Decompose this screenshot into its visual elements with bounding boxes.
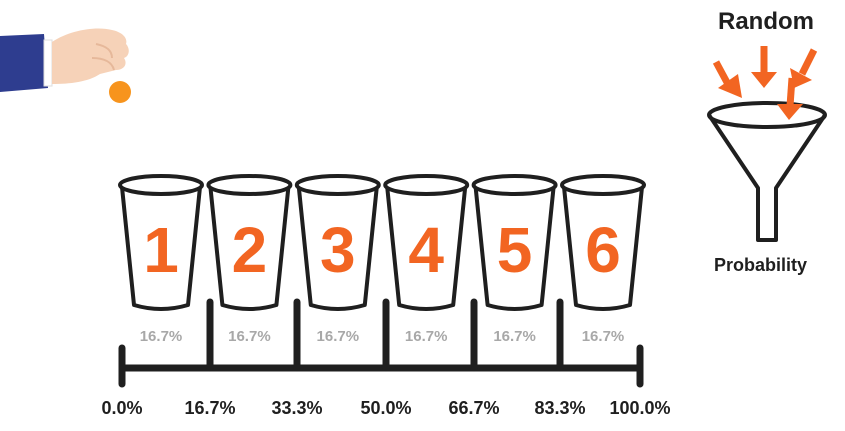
funnel-caption: Probability <box>714 255 808 275</box>
cup-number: 6 <box>585 214 621 286</box>
scale-label: 16.7% <box>184 398 235 418</box>
cup-number: 2 <box>232 214 268 286</box>
cup-rim <box>383 174 470 196</box>
hand-icon <box>0 28 129 92</box>
scale-label: 66.7% <box>448 398 499 418</box>
cup-body <box>120 186 202 311</box>
cup-percent: 16.7% <box>228 328 271 345</box>
cups-row: 1 16.7% 2 16.7% 3 16.7% 4 16.7% 5 16.7% 6 16.7% <box>118 174 646 345</box>
cup-body <box>385 186 468 311</box>
cup-percent: 16.7% <box>317 328 360 345</box>
funnel-title: Random <box>718 8 814 35</box>
scale-label: 50.0% <box>360 398 411 418</box>
cup-rim <box>471 174 558 196</box>
cup-rim <box>206 174 293 196</box>
cup-number: 3 <box>320 214 356 286</box>
cup-percent: 16.7% <box>405 328 448 345</box>
cup-percent: 16.7% <box>140 328 183 345</box>
cup-percent: 16.7% <box>582 328 625 345</box>
probability-scale: 0.0% 16.7% 33.3% 50.0% 66.7% 83.3% 100.0% <box>101 298 671 418</box>
cup-rim <box>560 174 646 196</box>
cup-body <box>473 186 556 311</box>
cup-body <box>562 186 644 311</box>
cup-body <box>208 186 291 311</box>
scale-label: 83.3% <box>534 398 585 418</box>
scale-label: 100.0% <box>609 398 670 418</box>
cup-4: 4 16.7% <box>383 174 470 345</box>
cup-2: 2 16.7% <box>206 174 293 345</box>
arrow-icon <box>712 60 742 98</box>
cup-rim <box>294 174 381 196</box>
cup-1: 1 16.7% <box>118 174 204 345</box>
funnel-icon <box>707 101 827 242</box>
cup-3: 3 16.7% <box>294 174 381 345</box>
cup-percent: 16.7% <box>493 328 536 345</box>
scale-label: 33.3% <box>271 398 322 418</box>
cup-number: 1 <box>143 214 179 286</box>
cup-number: 5 <box>497 214 533 286</box>
cup-body <box>296 186 379 311</box>
coin-icon <box>109 81 131 103</box>
cup-number: 4 <box>408 214 444 286</box>
arrow-icon <box>777 77 803 120</box>
cup-6: 6 16.7% <box>560 174 646 345</box>
scale-label: 0.0% <box>101 398 142 418</box>
cup-5: 5 16.7% <box>471 174 558 345</box>
arrow-icon <box>751 46 777 88</box>
random-arrows <box>712 46 818 120</box>
cup-rim <box>118 174 204 196</box>
arrow-icon <box>790 48 818 88</box>
